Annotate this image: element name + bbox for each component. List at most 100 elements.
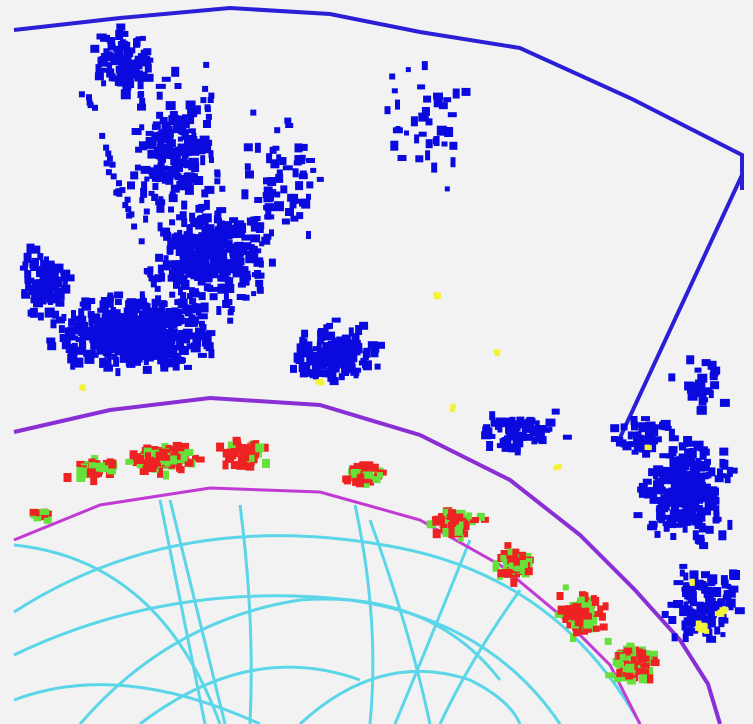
hadronic-hit bbox=[122, 30, 129, 37]
hadronic-hit bbox=[678, 457, 684, 464]
em-hit bbox=[455, 513, 464, 522]
hadronic-hit bbox=[172, 125, 181, 134]
hadronic-hit bbox=[331, 337, 337, 344]
hadronic-hit bbox=[275, 173, 284, 183]
em-hit bbox=[454, 526, 463, 536]
hadronic-hit bbox=[79, 331, 86, 339]
hadronic-hit bbox=[159, 272, 166, 282]
hadronic-hit bbox=[186, 135, 192, 146]
hadronic-hit bbox=[708, 390, 714, 399]
hadronic-hit bbox=[680, 509, 691, 516]
hadronic-hit bbox=[69, 321, 75, 327]
em-hit bbox=[466, 512, 473, 520]
hadronic-hit bbox=[661, 423, 668, 431]
hadronic-hit bbox=[384, 106, 391, 115]
hadronic-hit bbox=[214, 178, 221, 185]
hadronic-hit bbox=[674, 466, 685, 477]
hadronic-hit bbox=[628, 441, 639, 448]
hadronic-hit bbox=[53, 277, 63, 287]
em-hit bbox=[641, 662, 650, 669]
hadronic-hit bbox=[169, 191, 176, 198]
em-hit bbox=[570, 633, 576, 643]
hadronic-hit bbox=[138, 238, 145, 245]
hadronic-hit bbox=[167, 345, 177, 356]
hadronic-hit bbox=[107, 292, 114, 300]
em-hit bbox=[562, 616, 569, 623]
hadronic-hit bbox=[170, 184, 180, 193]
hadronic-hit bbox=[208, 349, 215, 359]
hadronic-hit bbox=[109, 322, 116, 329]
hadronic-hit bbox=[204, 185, 215, 194]
hadronic-hit bbox=[495, 417, 506, 426]
hadronic-hit bbox=[266, 153, 273, 164]
hadronic-hit bbox=[172, 154, 181, 163]
hadronic-hit bbox=[421, 61, 428, 71]
hadronic-hit bbox=[689, 570, 699, 581]
hadronic-hit bbox=[116, 76, 126, 87]
hadronic-hit bbox=[444, 127, 454, 137]
hadronic-hit bbox=[665, 468, 672, 475]
em-hit bbox=[245, 463, 255, 471]
em-hit bbox=[225, 456, 234, 463]
em-hit bbox=[99, 465, 109, 473]
hadronic-hit bbox=[110, 173, 117, 180]
hadronic-hit bbox=[148, 307, 158, 314]
hadronic-hit bbox=[664, 496, 671, 502]
hadronic-hit bbox=[318, 360, 326, 366]
em-hit bbox=[86, 468, 96, 478]
hadronic-hit bbox=[150, 337, 157, 345]
yellow-hit bbox=[553, 465, 559, 471]
hadronic-hit bbox=[688, 447, 697, 458]
hadronic-hit bbox=[127, 181, 135, 190]
hadronic-hit bbox=[694, 579, 704, 588]
hadronic-hit bbox=[166, 245, 174, 255]
hadronic-hit bbox=[186, 224, 193, 232]
em-hit bbox=[143, 447, 152, 455]
hadronic-hit bbox=[668, 446, 678, 454]
em-hit bbox=[262, 458, 270, 468]
em-hit bbox=[574, 617, 583, 627]
yellow-hit bbox=[449, 406, 455, 412]
hadronic-hit bbox=[695, 463, 706, 472]
hadronic-hit bbox=[221, 249, 228, 256]
hadronic-hit bbox=[120, 322, 127, 331]
hadronic-hit bbox=[171, 66, 180, 77]
hadronic-hit bbox=[725, 598, 736, 608]
hadronic-hit bbox=[184, 242, 195, 253]
hadronic-hit bbox=[214, 171, 221, 178]
hadronic-hit bbox=[131, 223, 138, 230]
hadronic-hit bbox=[317, 329, 328, 337]
hadronic-hit bbox=[170, 345, 181, 351]
hadronic-hit bbox=[173, 279, 180, 289]
hadronic-hit bbox=[176, 311, 183, 319]
em-hit bbox=[448, 528, 455, 538]
hadronic-hit bbox=[285, 123, 294, 128]
em-hit bbox=[519, 560, 528, 569]
hadronic-hit bbox=[187, 128, 196, 134]
hadronic-hit bbox=[665, 453, 673, 459]
hadronic-hit bbox=[680, 465, 690, 471]
hadronic-hit bbox=[630, 416, 638, 425]
hadronic-hit bbox=[23, 252, 32, 263]
hadronic-hit bbox=[688, 627, 699, 634]
hadronic-hit bbox=[212, 255, 222, 265]
hadronic-hit bbox=[704, 458, 711, 465]
em-hit bbox=[476, 512, 485, 521]
em-hit bbox=[433, 515, 441, 524]
em-hit bbox=[164, 459, 171, 467]
hadronic-hit bbox=[177, 342, 183, 349]
hadronic-hit bbox=[679, 442, 686, 451]
hadronic-hit bbox=[234, 247, 244, 257]
hadronic-hit bbox=[131, 351, 137, 360]
hadronic-hit bbox=[306, 158, 315, 163]
hadronic-hit bbox=[152, 183, 159, 190]
hadronic-hit bbox=[46, 337, 56, 344]
hadronic-hit bbox=[704, 498, 715, 508]
hadronic-hit bbox=[141, 57, 151, 65]
hadronic-hit bbox=[113, 45, 123, 53]
hadronic-hit bbox=[705, 597, 716, 604]
hadronic-hit bbox=[221, 257, 228, 264]
hadronic-hit bbox=[664, 425, 672, 431]
em-hit bbox=[589, 617, 597, 624]
yellow-hit bbox=[700, 623, 706, 628]
